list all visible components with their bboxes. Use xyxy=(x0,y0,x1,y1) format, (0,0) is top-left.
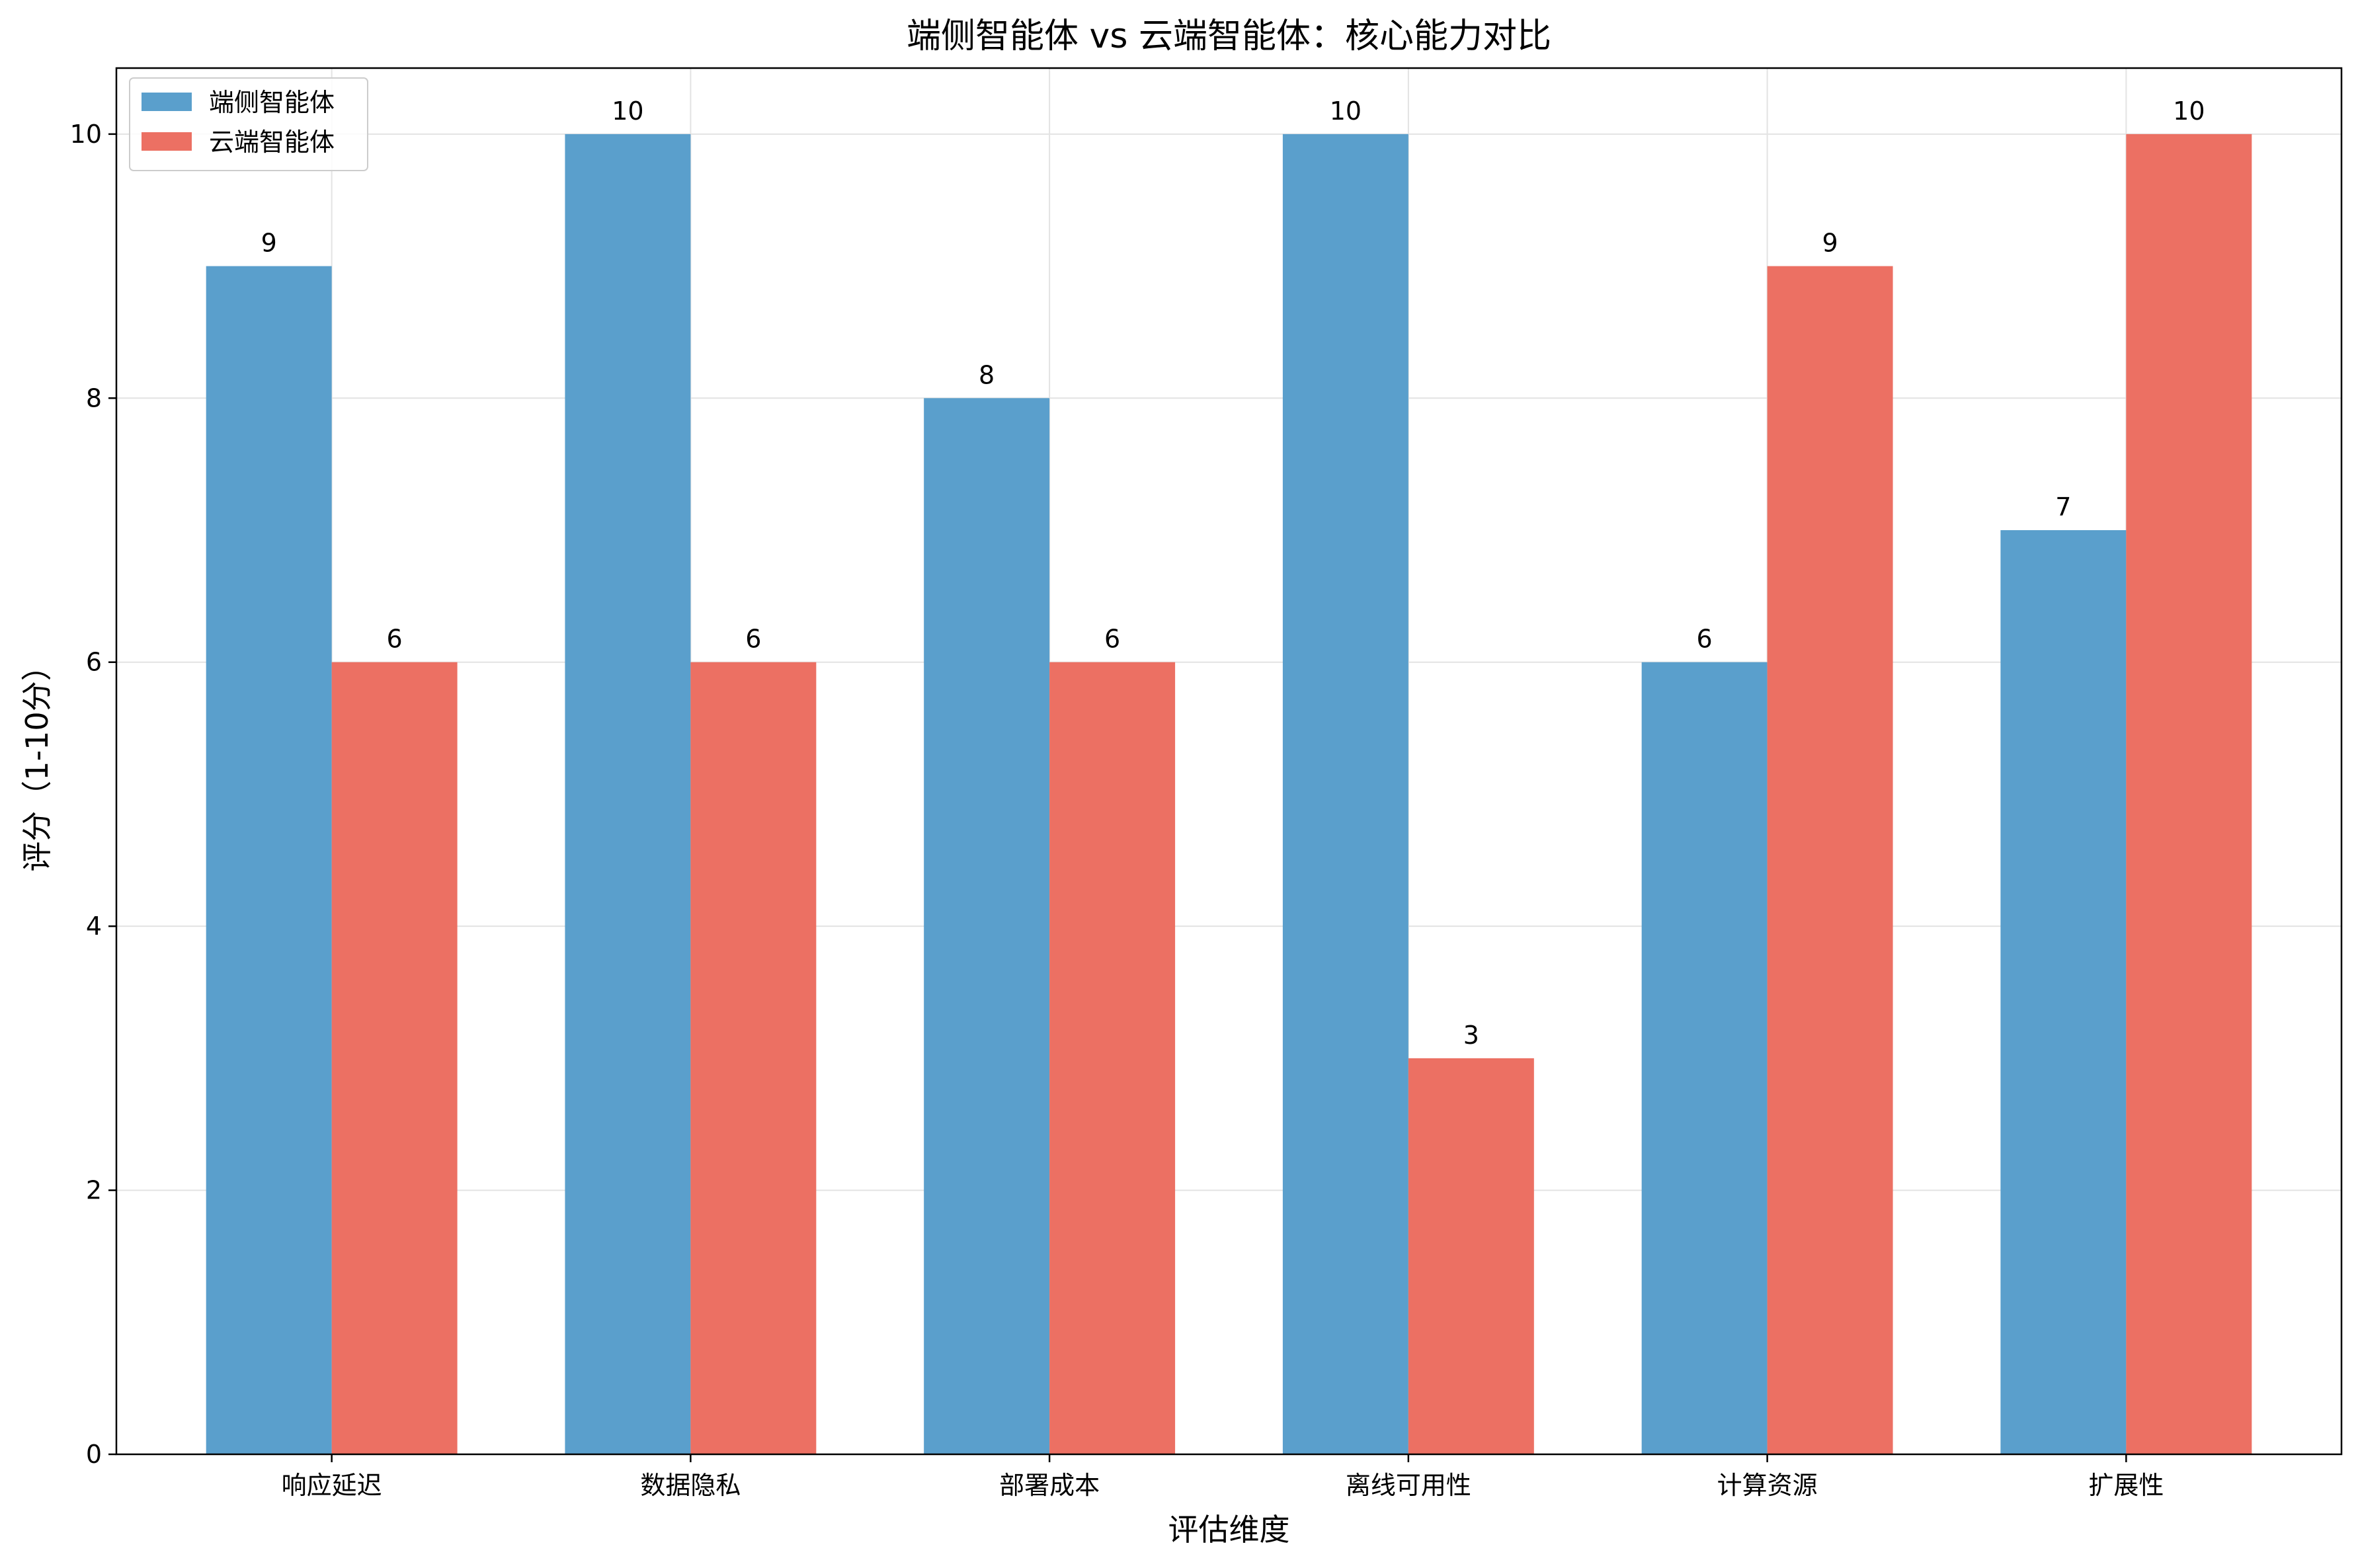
chart-title: 端侧智能体 vs 云端智能体：核心能力对比 xyxy=(907,17,1551,56)
x-tick-label: 计算资源 xyxy=(1717,1471,1818,1500)
x-axis-label: 评估维度 xyxy=(1168,1512,1290,1548)
bar-cloud-5 xyxy=(2126,134,2252,1454)
y-tick-label: 2 xyxy=(86,1176,102,1205)
y-tick-label: 6 xyxy=(86,648,102,677)
bar-device-0 xyxy=(206,266,332,1455)
data-label-device-5: 7 xyxy=(2055,492,2071,522)
y-tick-label: 10 xyxy=(70,120,102,149)
bar-cloud-1 xyxy=(690,662,817,1454)
data-label-cloud-0: 6 xyxy=(387,625,403,654)
legend-swatch-device xyxy=(142,93,192,111)
legend-label-device: 端侧智能体 xyxy=(209,88,335,117)
x-tick-label: 响应延迟 xyxy=(282,1471,382,1500)
bar-cloud-0 xyxy=(331,662,458,1454)
legend-swatch-cloud xyxy=(142,132,192,151)
y-tick-label: 0 xyxy=(86,1440,102,1469)
data-label-cloud-3: 3 xyxy=(1463,1021,1479,1050)
bar-device-1 xyxy=(565,134,691,1454)
tick-layer: 0 2 4 6 8 10 响应延迟 数据隐私 部署成本 离线可用性 计算资源 扩展性 xyxy=(70,120,2164,1500)
data-label-cloud-2: 6 xyxy=(1104,625,1120,654)
x-tick-label: 数据隐私 xyxy=(640,1471,741,1500)
data-label-device-2: 8 xyxy=(979,360,995,389)
bar-device-5 xyxy=(2000,530,2127,1454)
x-tick-label: 部署成本 xyxy=(999,1471,1100,1500)
legend: 端侧智能体 云端智能体 xyxy=(129,77,368,171)
x-tick-label: 扩展性 xyxy=(2088,1471,2164,1500)
y-tick-label: 8 xyxy=(86,383,102,412)
data-label-device-1: 10 xyxy=(612,97,643,126)
bar-device-4 xyxy=(1641,662,1768,1454)
bar-cloud-2 xyxy=(1049,662,1176,1454)
plot-frame xyxy=(115,67,2343,1456)
label-layer: 9 10 8 10 6 7 6 6 6 3 9 10 xyxy=(261,97,2205,1050)
data-label-cloud-4: 9 xyxy=(1822,229,1838,258)
data-label-device-4: 6 xyxy=(1697,625,1713,654)
x-tick-label: 离线可用性 xyxy=(1346,1471,1471,1500)
data-label-device-0: 9 xyxy=(261,229,277,258)
bar-device-2 xyxy=(924,398,1050,1455)
y-axis-label: 评分（1-10分） xyxy=(19,650,55,871)
bar-cloud-4 xyxy=(1767,266,1893,1455)
bar-device-3 xyxy=(1282,134,1408,1454)
legend-label-cloud: 云端智能体 xyxy=(209,128,335,157)
bar-layer xyxy=(206,134,2252,1455)
y-tick-label: 4 xyxy=(86,912,102,941)
bar-cloud-3 xyxy=(1408,1058,1534,1454)
data-label-cloud-5: 10 xyxy=(2173,97,2205,126)
data-label-device-3: 10 xyxy=(1330,97,1362,126)
data-label-cloud-1: 6 xyxy=(745,625,761,654)
